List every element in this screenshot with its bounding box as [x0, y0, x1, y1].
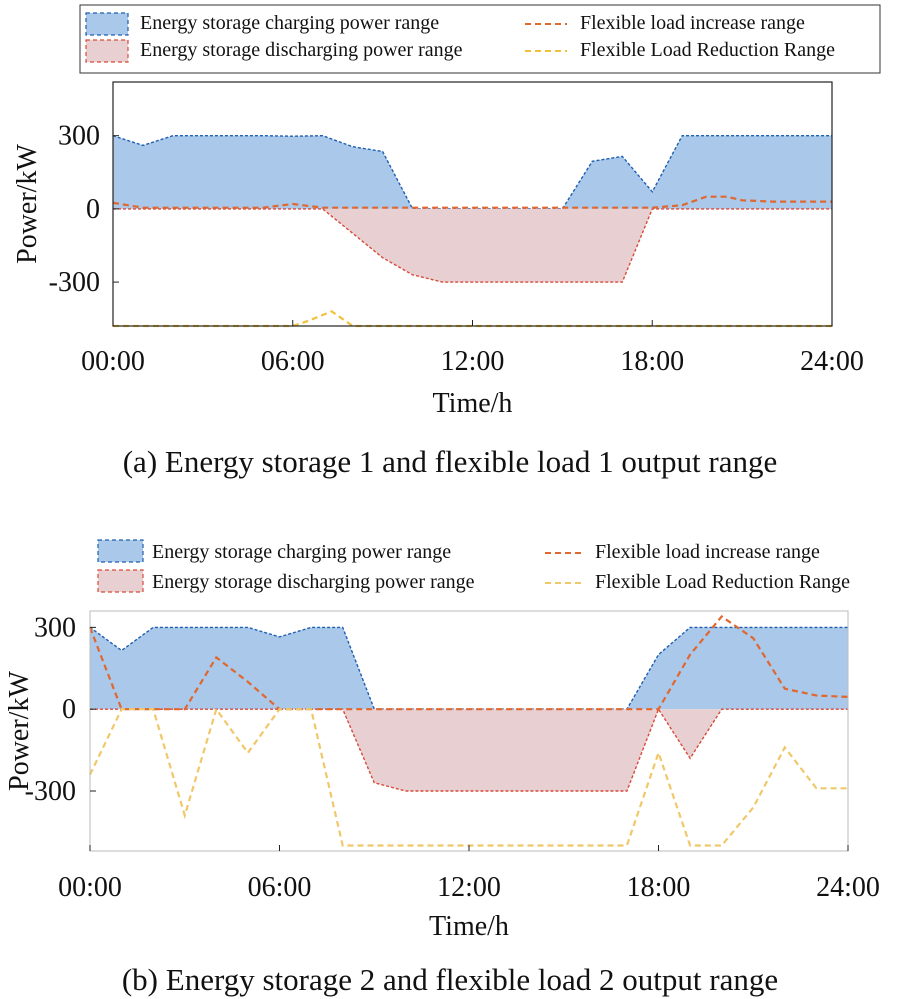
series-group: [88, 615, 849, 847]
x-tick-label: 00:00: [81, 346, 145, 377]
legend: Energy storage charging power range Energ…: [97, 539, 850, 593]
y-tick-label: 0: [62, 694, 76, 725]
legend-item-charge: Energy storage charging power range: [97, 539, 451, 563]
legend-label-charge: Energy storage charging power range: [152, 541, 451, 563]
y-tick-label: -300: [25, 776, 76, 807]
x-tick-label: 12:00: [437, 872, 501, 903]
x-tick-label: 06:00: [248, 872, 312, 903]
legend-item-increase: Flexible load increase range: [525, 12, 805, 34]
line-increase: [112, 195, 832, 209]
y-tick-label: -300: [49, 267, 100, 298]
line-discharge: [90, 707, 848, 792]
chart-caption: (a) Energy storage 1 and flexible load 1…: [123, 444, 778, 479]
x-tick-label: 06:00: [261, 346, 325, 377]
area-discharge: [90, 709, 848, 791]
legend-item-discharge: Energy storage discharging power range: [85, 39, 463, 63]
y-axis-label: Power/kW: [12, 144, 43, 264]
legend-label-discharge: Energy storage discharging power range: [140, 39, 463, 61]
x-tick-label: 24:00: [800, 346, 864, 377]
legend: Energy storage charging power range Energ…: [85, 12, 835, 63]
y-tick-label: 0: [86, 194, 100, 225]
chart-panel-b: Energy storage charging power range Energ…: [4, 539, 880, 997]
legend-swatch-charge: [97, 539, 144, 563]
legend-label-increase: Flexible load increase range: [580, 12, 805, 34]
legend-box: [79, 4, 881, 74]
legend-label-reduction: Flexible Load Reduction Range: [580, 39, 835, 61]
legend-item-discharge: Energy storage discharging power range: [97, 569, 475, 593]
legend-label-reduction: Flexible Load Reduction Range: [595, 571, 850, 593]
line-charge: [112, 134, 832, 210]
chart-panel-a: Energy storage charging power range Energ…: [12, 4, 881, 479]
legend-item-increase: Flexible load increase range: [545, 541, 820, 563]
legend-item-charge: Energy storage charging power range: [85, 12, 439, 36]
area-charge: [113, 135, 832, 209]
x-axis-label: Time/h: [429, 911, 509, 942]
legend-label-increase: Flexible load increase range: [595, 541, 820, 563]
legend-label-charge: Energy storage charging power range: [140, 12, 439, 34]
y-tick-label: 300: [34, 612, 76, 643]
x-tick-label: 12:00: [441, 346, 505, 377]
legend-swatch-charge: [85, 12, 129, 36]
x-tick-label: 00:00: [58, 872, 122, 903]
legend-swatch-discharge: [97, 569, 144, 593]
x-tick-label: 18:00: [620, 346, 684, 377]
area-discharge: [113, 208, 832, 283]
series-group: [112, 134, 832, 328]
legend-swatch-discharge: [85, 39, 129, 63]
legend-item-reduction: Flexible Load Reduction Range: [545, 571, 850, 593]
line-increase: [88, 615, 849, 711]
legend-label-discharge: Energy storage discharging power range: [152, 571, 475, 593]
area-charge: [90, 627, 848, 710]
chart-caption: (b) Energy storage 2 and flexible load 2…: [122, 962, 778, 997]
line-discharge: [113, 208, 832, 283]
x-tick-label: 24:00: [816, 872, 880, 903]
legend-item-reduction: Flexible Load Reduction Range: [525, 39, 835, 61]
y-tick-label: 300: [58, 121, 100, 152]
x-axis-label: Time/h: [433, 388, 513, 419]
y-axis-label: Power/kW: [4, 671, 35, 791]
x-tick-label: 18:00: [627, 872, 691, 903]
